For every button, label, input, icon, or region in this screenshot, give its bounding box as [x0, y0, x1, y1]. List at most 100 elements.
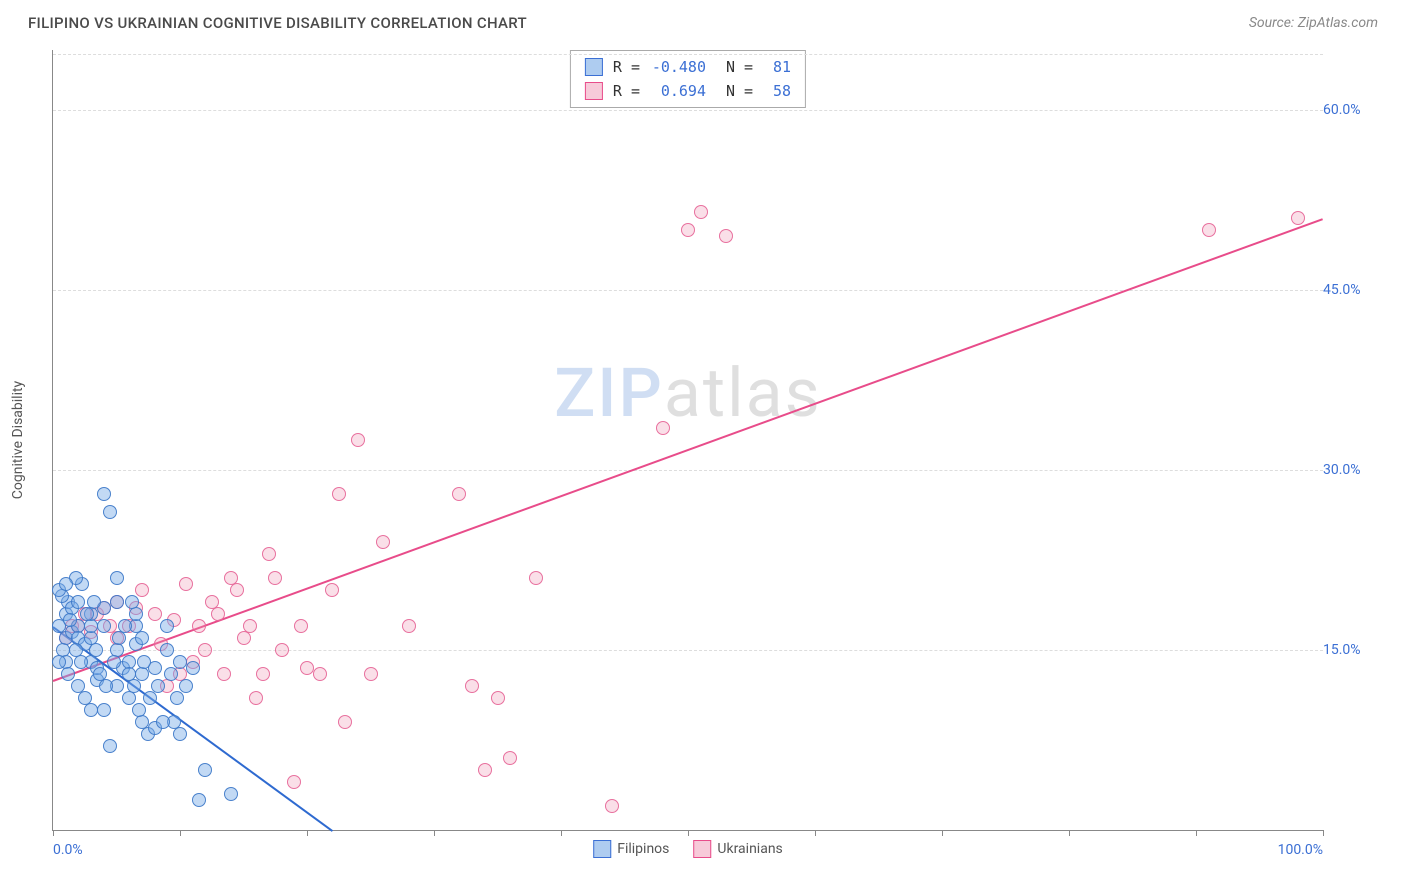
- series-label: Filipinos: [617, 841, 669, 857]
- x-tick: [942, 830, 943, 836]
- data-point-ukrainians: [179, 577, 193, 591]
- data-point-filipinos: [99, 679, 113, 693]
- legend-swatch: [593, 840, 611, 858]
- data-point-ukrainians: [262, 547, 276, 561]
- data-point-filipinos: [122, 691, 136, 705]
- data-point-filipinos: [103, 505, 117, 519]
- data-point-filipinos: [89, 643, 103, 657]
- data-point-ukrainians: [313, 667, 327, 681]
- data-point-filipinos: [80, 607, 94, 621]
- data-point-ukrainians: [376, 535, 390, 549]
- data-point-ukrainians: [491, 691, 505, 705]
- data-point-filipinos: [170, 691, 184, 705]
- n-value: 81: [763, 55, 791, 79]
- watermark-atlas: atlas: [664, 353, 822, 433]
- n-label: N =: [726, 79, 753, 103]
- data-point-filipinos: [103, 739, 117, 753]
- data-point-ukrainians: [529, 571, 543, 585]
- gridline: [53, 110, 1323, 111]
- data-point-ukrainians: [148, 607, 162, 621]
- data-point-ukrainians: [338, 715, 352, 729]
- data-point-ukrainians: [294, 619, 308, 633]
- plot-region: ZIPatlas R =-0.480N =81R =0.694N =58 Fil…: [52, 50, 1323, 831]
- data-point-filipinos: [132, 703, 146, 717]
- data-point-ukrainians: [452, 487, 466, 501]
- x-tick-label: 0.0%: [53, 842, 83, 858]
- data-point-ukrainians: [325, 583, 339, 597]
- x-tick: [815, 830, 816, 836]
- data-point-ukrainians: [198, 643, 212, 657]
- data-point-ukrainians: [275, 643, 289, 657]
- data-point-filipinos: [112, 631, 126, 645]
- series-label: Ukrainians: [717, 841, 782, 857]
- data-point-filipinos: [186, 661, 200, 675]
- source-attribution: Source: ZipAtlas.com: [1249, 15, 1378, 31]
- data-point-filipinos: [118, 619, 132, 633]
- n-value: 58: [763, 79, 791, 103]
- data-point-filipinos: [192, 793, 206, 807]
- data-point-filipinos: [224, 787, 238, 801]
- n-label: N =: [726, 55, 753, 79]
- data-point-filipinos: [97, 619, 111, 633]
- y-tick-label: 60.0%: [1315, 102, 1373, 118]
- chart-title: FILIPINO VS UKRAINIAN COGNITIVE DISABILI…: [28, 14, 527, 32]
- data-point-filipinos: [160, 643, 174, 657]
- trendline-pink: [53, 218, 1324, 682]
- data-point-ukrainians: [605, 799, 619, 813]
- data-point-filipinos: [137, 655, 151, 669]
- r-label: R =: [613, 79, 640, 103]
- data-point-ukrainians: [217, 667, 231, 681]
- data-point-ukrainians: [256, 667, 270, 681]
- data-point-ukrainians: [478, 763, 492, 777]
- r-value: 0.694: [650, 79, 706, 103]
- data-point-ukrainians: [503, 751, 517, 765]
- x-tick: [1196, 830, 1197, 836]
- watermark-zip: ZIP: [554, 353, 664, 433]
- data-point-filipinos: [52, 655, 66, 669]
- legend-swatch: [585, 82, 603, 100]
- data-point-filipinos: [125, 595, 139, 609]
- data-point-filipinos: [61, 667, 75, 681]
- gridline: [53, 54, 1323, 55]
- data-point-filipinos: [107, 655, 121, 669]
- gridline: [53, 650, 1323, 651]
- legend-swatch: [585, 58, 603, 76]
- data-point-filipinos: [87, 595, 101, 609]
- data-point-filipinos: [127, 679, 141, 693]
- x-tick: [1323, 830, 1324, 836]
- data-point-filipinos: [160, 619, 174, 633]
- data-point-ukrainians: [230, 583, 244, 597]
- x-tick: [434, 830, 435, 836]
- data-point-filipinos: [74, 655, 88, 669]
- x-tick: [53, 830, 54, 836]
- data-point-filipinos: [110, 571, 124, 585]
- x-tick: [307, 830, 308, 836]
- y-tick-label: 45.0%: [1315, 282, 1373, 298]
- y-tick-label: 15.0%: [1315, 642, 1373, 658]
- correlation-legend: R =-0.480N =81R =0.694N =58: [570, 50, 806, 108]
- data-point-ukrainians: [249, 691, 263, 705]
- data-point-ukrainians: [364, 667, 378, 681]
- data-point-ukrainians: [237, 631, 251, 645]
- y-axis-label: Cognitive Disability: [10, 381, 26, 499]
- data-point-ukrainians: [719, 229, 733, 243]
- data-point-ukrainians: [1202, 223, 1216, 237]
- data-point-ukrainians: [1291, 211, 1305, 225]
- data-point-filipinos: [135, 631, 149, 645]
- data-point-filipinos: [156, 715, 170, 729]
- x-tick: [688, 830, 689, 836]
- data-point-ukrainians: [656, 421, 670, 435]
- data-point-ukrainians: [402, 619, 416, 633]
- legend-stat-row: R = 0.694 N = 58: [585, 79, 791, 103]
- series-legend-item: Filipinos: [593, 840, 669, 858]
- data-point-ukrainians: [351, 433, 365, 447]
- data-point-filipinos: [97, 703, 111, 717]
- data-point-ukrainians: [465, 679, 479, 693]
- data-point-ukrainians: [211, 607, 225, 621]
- data-point-filipinos: [59, 577, 73, 591]
- series-legend-item: Ukrainians: [693, 840, 782, 858]
- y-tick-label: 30.0%: [1315, 462, 1373, 478]
- data-point-filipinos: [179, 679, 193, 693]
- source-prefix: Source:: [1249, 15, 1298, 31]
- data-point-ukrainians: [192, 619, 206, 633]
